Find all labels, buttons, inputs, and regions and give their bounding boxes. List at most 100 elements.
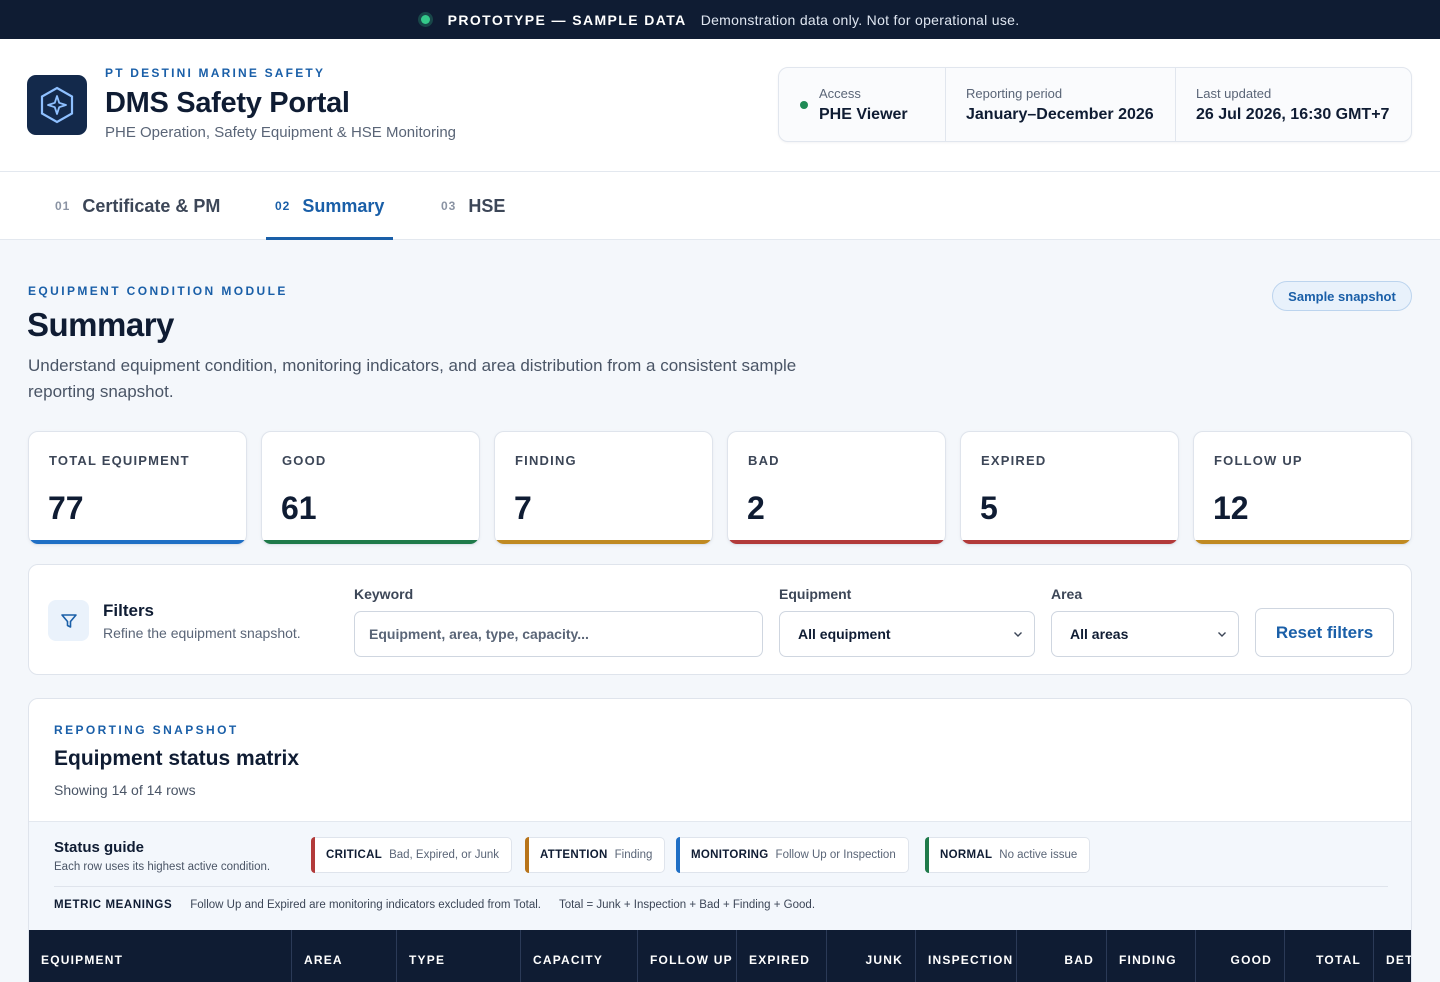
- app-header: PT DESTINI MARINE SAFETY DMS Safety Port…: [0, 39, 1440, 172]
- chip-description: No active issue: [999, 849, 1078, 861]
- brand-block: PT DESTINI MARINE SAFETY DMS Safety Port…: [105, 66, 456, 141]
- guide-divider: [54, 886, 1388, 887]
- kpi-label: FOLLOW UP: [1214, 453, 1303, 468]
- chip-name: ATTENTION: [540, 849, 608, 861]
- tab-label: Summary: [302, 195, 385, 216]
- banner-note: Demonstration data only. Not for operati…: [700, 11, 1020, 28]
- access-status-dot-icon: [800, 101, 808, 109]
- kpi-finding: FINDING 7: [494, 431, 713, 545]
- legend-chip-critical: CRITICAL Bad, Expired, or Junk: [311, 837, 513, 873]
- column-header-type[interactable]: TYPE: [396, 930, 520, 982]
- area-select-value: All areas: [1070, 626, 1129, 642]
- equipment-label: Equipment: [779, 586, 852, 602]
- guide-subtitle: Each row uses its highest active conditi…: [54, 861, 271, 873]
- updated-label: Last updated: [1196, 86, 1272, 101]
- kpi-accent-bar: [29, 540, 246, 544]
- period-value: January–December 2026: [966, 106, 1154, 123]
- column-header-details[interactable]: DETA: [1373, 930, 1411, 982]
- chevron-down-icon: [1218, 632, 1226, 637]
- access-cell: Access PHE Viewer: [779, 68, 946, 141]
- column-header-finding[interactable]: FINDING: [1106, 930, 1195, 982]
- matrix-row-count: Showing 14 of 14 rows: [54, 782, 196, 798]
- company-name: PT DESTINI MARINE SAFETY: [105, 66, 326, 80]
- column-header-junk[interactable]: JUNK: [826, 930, 915, 982]
- chip-description: Follow Up or Inspection: [775, 849, 896, 861]
- updated-value: 26 Jul 2026, 16:30 GMT+7: [1196, 106, 1390, 123]
- sample-snapshot-badge: Sample snapshot: [1272, 281, 1412, 311]
- reset-filters-button[interactable]: Reset filters: [1255, 608, 1394, 657]
- period-cell: Reporting period January–December 2026: [946, 68, 1176, 141]
- kpi-value: 77: [48, 490, 84, 526]
- period-label: Reporting period: [966, 86, 1063, 101]
- metric-meaning-1: Follow Up and Expired are monitoring ind…: [190, 899, 541, 911]
- kpi-accent-bar: [1194, 540, 1411, 544]
- keyword-label: Keyword: [354, 586, 414, 602]
- app-title: DMS Safety Portal: [105, 87, 350, 119]
- keyword-input[interactable]: Equipment, area, type, capacity...: [354, 611, 763, 657]
- filters-subtitle: Refine the equipment snapshot.: [103, 625, 301, 641]
- tab-hse[interactable]: 03 HSE: [441, 172, 505, 240]
- column-header-bad[interactable]: BAD: [1016, 930, 1106, 982]
- legend-chip-attention: ATTENTION Finding: [525, 837, 666, 873]
- legend-chip-monitoring: MONITORING Follow Up or Inspection: [676, 837, 909, 873]
- column-header-area[interactable]: AREA: [291, 930, 396, 982]
- kpi-good: GOOD 61: [261, 431, 480, 545]
- updated-cell: Last updated 26 Jul 2026, 16:30 GMT+7: [1176, 68, 1411, 141]
- filter-icon: [48, 600, 89, 641]
- tab-summary[interactable]: 02 Summary: [265, 172, 394, 240]
- chevron-down-icon: [1014, 632, 1022, 637]
- kpi-label: BAD: [748, 453, 780, 468]
- app-subtitle: PHE Operation, Safety Equipment & HSE Mo…: [105, 124, 457, 141]
- chip-name: MONITORING: [691, 849, 769, 861]
- legend-chip-normal: NORMAL No active issue: [925, 837, 1091, 873]
- kpi-label: EXPIRED: [981, 453, 1047, 468]
- tab-certificate-pm[interactable]: 01 Certificate & PM: [55, 172, 220, 240]
- column-header-total[interactable]: TOTAL: [1284, 930, 1373, 982]
- column-header-capacity[interactable]: CAPACITY: [520, 930, 637, 982]
- page-eyebrow: EQUIPMENT CONDITION MODULE: [28, 284, 288, 298]
- metric-meanings-label: METRIC MEANINGS: [54, 899, 173, 911]
- column-header-expired[interactable]: EXPIRED: [736, 930, 826, 982]
- kpi-value: 7: [514, 490, 532, 526]
- chip-name: NORMAL: [940, 849, 993, 861]
- access-value: PHE Viewer: [819, 106, 908, 123]
- column-header-good[interactable]: GOOD: [1195, 930, 1284, 982]
- chip-description: Bad, Expired, or Junk: [389, 849, 500, 861]
- chip-description: Finding: [614, 849, 653, 861]
- kpi-label: TOTAL EQUIPMENT: [49, 453, 190, 468]
- filters-title: Filters: [103, 601, 155, 620]
- access-label: Access: [819, 86, 861, 101]
- kpi-value: 5: [980, 490, 998, 526]
- kpi-value: 12: [1213, 490, 1249, 526]
- page-description: Understand equipment condition, monitori…: [28, 356, 797, 401]
- tab-number: 01: [55, 199, 71, 213]
- portal-logo-icon: [27, 75, 87, 135]
- matrix-table-header: EQUIPMENT AREA TYPE CAPACITY FOLLOW UP E…: [29, 930, 1411, 982]
- tab-label: HSE: [468, 195, 506, 216]
- kpi-bad: BAD 2: [727, 431, 946, 545]
- matrix-eyebrow: REPORTING SNAPSHOT: [54, 723, 239, 737]
- metric-meanings: METRIC MEANINGS Follow Up and Expired ar…: [54, 899, 815, 911]
- tab-number: 02: [275, 199, 291, 213]
- kpi-accent-bar: [262, 540, 479, 544]
- tab-number: 03: [441, 199, 457, 213]
- matrix-title: Equipment status matrix: [54, 747, 300, 770]
- column-header-equipment[interactable]: EQUIPMENT: [41, 953, 124, 967]
- status-guide: Status guide Each row uses its highest a…: [29, 821, 1411, 930]
- kpi-follow-up: FOLLOW UP 12: [1193, 431, 1412, 545]
- equipment-select[interactable]: All equipment: [779, 611, 1035, 657]
- column-header-follow-up[interactable]: FOLLOW UP: [637, 930, 736, 982]
- kpi-accent-bar: [495, 540, 712, 544]
- guide-title: Status guide: [54, 839, 145, 856]
- status-matrix-card: REPORTING SNAPSHOT Equipment status matr…: [28, 698, 1412, 982]
- kpi-accent-bar: [728, 540, 945, 544]
- area-label: Area: [1051, 586, 1083, 602]
- column-header-inspection[interactable]: INSPECTION: [915, 930, 1016, 982]
- prototype-banner: PROTOTYPE — SAMPLE DATA Demonstration da…: [0, 0, 1440, 39]
- kpi-label: GOOD: [282, 453, 327, 468]
- kpi-value: 2: [747, 490, 765, 526]
- area-select[interactable]: All areas: [1051, 611, 1239, 657]
- equipment-select-value: All equipment: [798, 626, 891, 642]
- kpi-expired: EXPIRED 5: [960, 431, 1179, 545]
- banner-tag: PROTOTYPE — SAMPLE DATA: [447, 11, 687, 28]
